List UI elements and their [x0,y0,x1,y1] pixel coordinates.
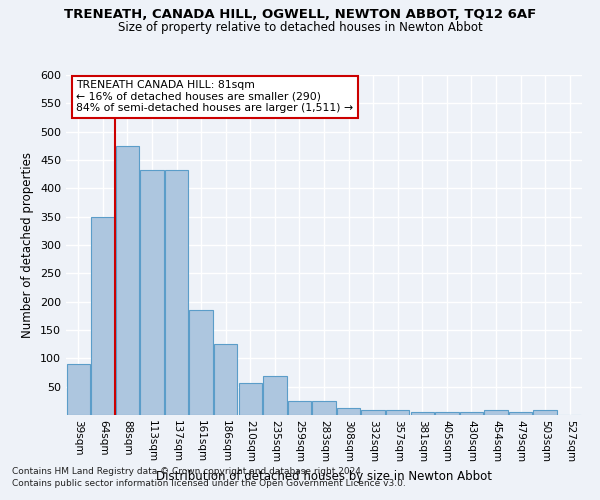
Bar [190,310,213,415]
Text: Size of property relative to detached houses in Newton Abbot: Size of property relative to detached ho… [118,21,482,34]
Bar [140,170,164,415]
Bar [214,344,238,415]
Bar [361,410,385,415]
Text: TRENEATH CANADA HILL: 81sqm
← 16% of detached houses are smaller (290)
84% of se: TRENEATH CANADA HILL: 81sqm ← 16% of det… [76,80,353,114]
Text: TRENEATH, CANADA HILL, OGWELL, NEWTON ABBOT, TQ12 6AF: TRENEATH, CANADA HILL, OGWELL, NEWTON AB… [64,8,536,20]
Bar [435,412,458,415]
Text: Contains HM Land Registry data © Crown copyright and database right 2024.: Contains HM Land Registry data © Crown c… [12,467,364,476]
Text: Contains public sector information licensed under the Open Government Licence v3: Contains public sector information licen… [12,478,406,488]
X-axis label: Distribution of detached houses by size in Newton Abbot: Distribution of detached houses by size … [156,470,492,484]
Bar [533,410,557,415]
Y-axis label: Number of detached properties: Number of detached properties [22,152,34,338]
Bar [165,170,188,415]
Bar [116,146,139,415]
Bar [288,401,311,415]
Bar [91,216,115,415]
Bar [460,412,483,415]
Bar [313,401,335,415]
Bar [386,410,409,415]
Bar [410,412,434,415]
Bar [337,408,360,415]
Bar [67,364,90,415]
Bar [239,384,262,415]
Bar [263,376,287,415]
Bar [484,410,508,415]
Bar [509,412,532,415]
